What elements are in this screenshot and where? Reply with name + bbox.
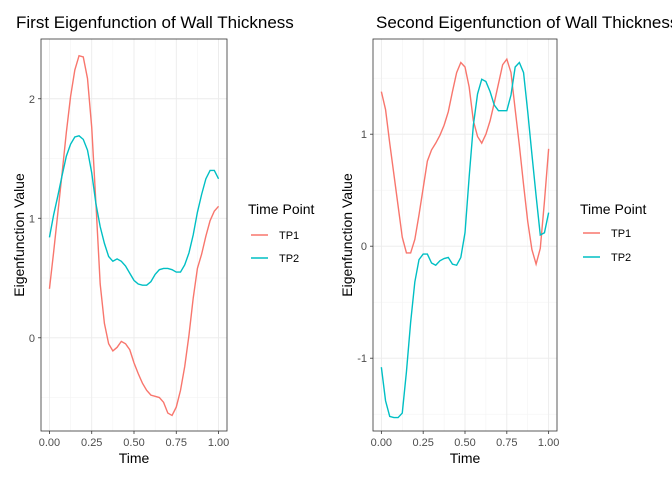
chart-2-y-tick-label: 0 <box>361 241 367 253</box>
chart-1-x-tick-label: 1.00 <box>208 437 229 449</box>
chart-1-x-tick-label: 0.50 <box>123 437 144 449</box>
chart-1-y-tick-label: 2 <box>29 94 35 106</box>
chart-1-legend: Time Point TP1 TP2 <box>248 201 315 265</box>
chart-1-x-tick-label: 0.75 <box>166 437 187 449</box>
chart-2-y-tick-label: -1 <box>357 353 367 365</box>
chart-1-y-tick-label: 1 <box>29 213 35 225</box>
chart-2-y-axis: -1 0 1 <box>357 129 373 365</box>
chart-2-x-tick-label: 1.00 <box>538 437 559 449</box>
chart-panel-2: Second Eigenfunction of Wall Thickness -… <box>339 13 672 466</box>
chart-2-legend-label-tp1: TP1 <box>611 228 631 240</box>
chart-1-legend-title: Time Point <box>248 201 315 217</box>
chart-1-x-axis-label: Time <box>119 450 150 466</box>
chart-1-y-tick-label: 0 <box>29 333 35 345</box>
chart-2-legend: Time Point TP1 TP2 <box>580 201 647 264</box>
chart-panel-1: First Eigenfunction of Wall Thickness 0 1… <box>11 13 315 466</box>
chart-2-x-tick-label: 0.00 <box>371 437 392 449</box>
chart-2-series-tp1-line <box>380 57 550 267</box>
chart-1-x-axis: 0.00 0.25 0.50 0.75 1.00 <box>39 431 229 449</box>
chart-1-legend-label-tp2: TP2 <box>279 253 299 265</box>
chart-2-x-tick-label: 0.50 <box>454 437 475 449</box>
chart-1-x-tick-label: 0.25 <box>81 437 102 449</box>
chart-1-legend-label-tp1: TP1 <box>279 230 299 242</box>
chart-2-x-tick-label: 0.75 <box>496 437 517 449</box>
chart-2-y-tick-label: 1 <box>361 129 367 141</box>
chart-2-series-tp2-line <box>380 61 550 419</box>
chart-2-title: Second Eigenfunction of Wall Thickness <box>376 13 672 32</box>
chart-1-title: First Eigenfunction of Wall Thickness <box>16 13 294 32</box>
chart-2-legend-title: Time Point <box>580 201 647 217</box>
chart-2-legend-label-tp2: TP2 <box>611 252 631 264</box>
chart-1-lines <box>48 54 220 417</box>
chart-1-x-tick-label: 0.00 <box>39 437 60 449</box>
chart-1-y-axis-label: Eigenfunction Value <box>11 173 27 297</box>
chart-2-x-tick-label: 0.25 <box>412 437 433 449</box>
chart-2-lines <box>380 57 550 419</box>
chart-2-y-axis-label: Eigenfunction Value <box>339 173 355 297</box>
chart-2-x-axis: 0.00 0.25 0.50 0.75 1.00 <box>371 431 559 449</box>
chart-1-gridlines <box>41 39 227 431</box>
chart-1-y-axis: 0 1 2 <box>29 94 41 345</box>
chart-1-series-tp1-line <box>48 54 220 417</box>
chart-2-x-axis-label: Time <box>450 450 481 466</box>
chart-1-series-tp2-line <box>48 135 220 286</box>
